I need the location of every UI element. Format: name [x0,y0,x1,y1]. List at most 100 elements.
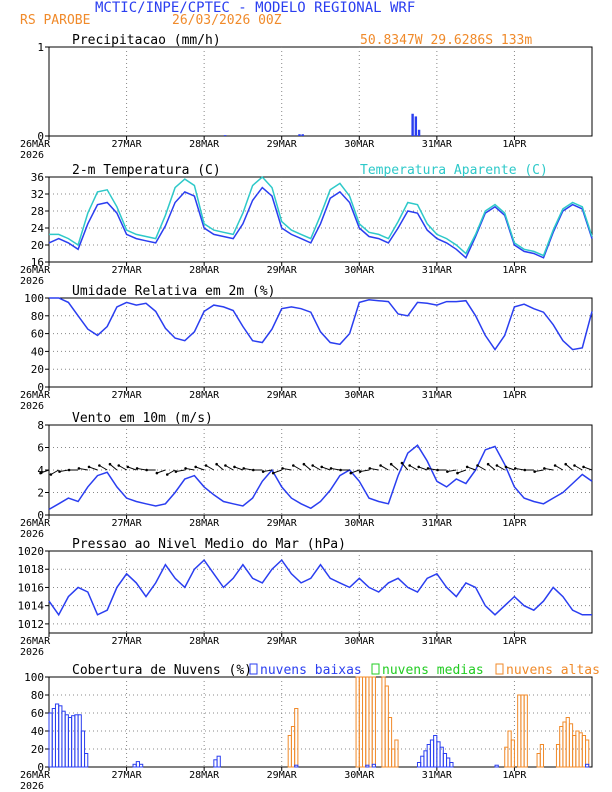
wind-arrow [574,465,583,471]
x-tick-label: 27MAR [112,390,143,401]
y-tick-label: 4 [37,464,44,477]
wind-arrow [330,467,340,471]
wind-arrow [534,469,544,473]
wind-arrow [418,466,428,471]
precip-bar [411,113,414,136]
year-label: 2026 [20,401,44,412]
x-tick-label: 1APR [502,518,527,529]
wind-arrow [88,466,98,471]
x-tick-label: 30MAR [344,770,375,781]
wind-arrow-head [582,465,585,469]
wind-arrow-head [486,462,490,466]
x-tick-label: 27MAR [112,265,143,276]
wind-arrow [243,467,253,471]
year-label: 2026 [20,150,44,161]
precip-bar [417,129,421,136]
x-tick-label: 28MAR [189,390,220,401]
high-cloud-bar [371,676,376,768]
wind-arrow [195,466,205,471]
wind-arrow [175,469,185,473]
x-tick-label: 31MAR [422,770,453,781]
wind-arrow-head [302,462,306,466]
wind-arrow-head [523,468,527,472]
x-tick-label: 1APR [502,636,527,647]
wind-arrow-head [77,467,81,470]
high-cloud-bar [523,694,528,768]
year-label: 2026 [20,647,44,658]
wind-arrow [390,463,399,471]
wind-arrow [401,462,409,471]
x-tick-label: 28MAR [189,518,220,529]
wind-arrow-head [320,465,324,469]
low-cloud-bar [216,755,221,768]
wind-arrow-head [194,465,197,469]
wind-arrow [350,469,360,474]
y-tick-label: 60 [31,707,44,720]
high-cloud-bar [510,739,515,768]
wind-arrow-head [165,473,169,476]
wind-arrow-head [389,462,393,466]
wind-arrow [118,465,127,471]
precip-bar [223,135,227,136]
y-tick-label: 1012 [18,618,45,631]
wind-arrow-head [495,464,499,467]
wind-arrow-head [349,471,353,475]
wind-arrow [282,467,292,471]
wind-arrow [225,465,234,471]
wind-arrow-head [126,465,130,469]
low-cloud-bar [371,763,376,768]
wind-title: Vento em 10m (m/s) [72,411,213,426]
wind-arrow-head [135,467,139,470]
y-tick-label: 1020 [18,545,45,558]
wind-arrow [544,467,554,471]
wind-arrow-head [465,465,469,469]
low-cloud-bar [449,762,454,768]
x-tick-label: 29MAR [267,390,298,401]
x-tick-label: 26MAR [20,518,51,529]
x-tick-label: 31MAR [422,518,453,529]
wind-arrow-head [504,465,508,469]
press-series-line [48,558,592,617]
wind-arrow [127,466,137,471]
low-cloud-bar [294,764,299,768]
precip-bar [301,134,304,136]
y-tick-label: 1016 [18,581,45,594]
x-tick-label: 31MAR [422,265,453,276]
y-tick-label: 0 [37,761,44,774]
x-tick-label: 28MAR [189,636,220,647]
wind-arrow-head [553,464,557,467]
wind-arrow-head [456,471,459,475]
low-cloud-bar [585,763,590,768]
wind-arrow [167,469,176,475]
wind-arrow-head [174,470,178,473]
y-tick-label: 0 [37,130,44,143]
y-tick-label: 20 [31,743,44,756]
wind-arrow-head [98,464,101,467]
x-tick-label: 30MAR [344,636,375,647]
wind-arrow-head [145,468,148,472]
wind-arrow [216,463,224,471]
wind-arrow [447,469,457,473]
y-tick-label: 60 [31,328,44,341]
y-tick-label: 40 [31,725,44,738]
low-cloud-bar [139,763,144,768]
precip-panel: 0 1 26MAR 27MAR 28MAR 29MAR 30MAR 31MAR 1APR 2026… [20,33,593,161]
wind-arrow-head [426,467,430,470]
wind-arrow [477,465,486,471]
x-tick-label: 30MAR [344,265,375,276]
press-panel: 1012 1014 1016 1018 1020 26MAR 27MAR 28MAR 29MAR… [18,537,593,658]
rh-title: Umidade Relativa em 2m (%) [72,284,276,299]
x-tick-label: 1APR [502,390,527,401]
wind-arrow-head [446,470,449,473]
wind-arrow-head [117,464,121,467]
wind-arrow-head [339,468,342,472]
y-tick-label: 0 [37,381,44,394]
wind-arrow-head [49,473,53,476]
wind-arrow-head [573,464,576,467]
wind-arrow [99,465,108,471]
wind-arrow-head [252,468,255,472]
low-cloud-bar [494,764,499,768]
clouds-title: Cobertura de Nuvens (%) [72,663,252,678]
